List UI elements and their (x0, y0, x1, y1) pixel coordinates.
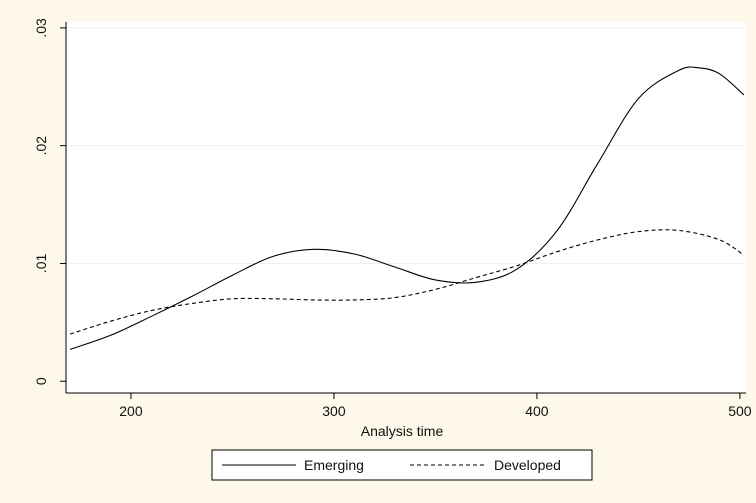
series-lines (69, 66, 745, 350)
y-tick-label: .03 (33, 18, 49, 38)
x-tick-label: 400 (525, 403, 549, 419)
x-axis-title: Analysis time (361, 423, 444, 439)
x-tick-label: 200 (119, 403, 143, 419)
legend-label-emerging: Emerging (304, 457, 364, 473)
y-axis-ticks: 0 .01 .02 .03 (33, 18, 66, 385)
plot-area (66, 22, 746, 393)
series-line-developed (69, 229, 745, 335)
legend-label-developed: Developed (494, 457, 561, 473)
x-tick-label: 500 (728, 403, 752, 419)
x-axis-ticks: 200 300 400 500 (119, 393, 752, 419)
y-tick-label: 0 (33, 377, 49, 385)
series-line-emerging (69, 66, 745, 350)
gridlines (66, 27, 746, 264)
y-tick-label: .01 (33, 254, 49, 274)
legend: Emerging Developed (211, 449, 593, 481)
y-tick-label: .02 (33, 136, 49, 156)
x-tick-label: 300 (322, 403, 346, 419)
